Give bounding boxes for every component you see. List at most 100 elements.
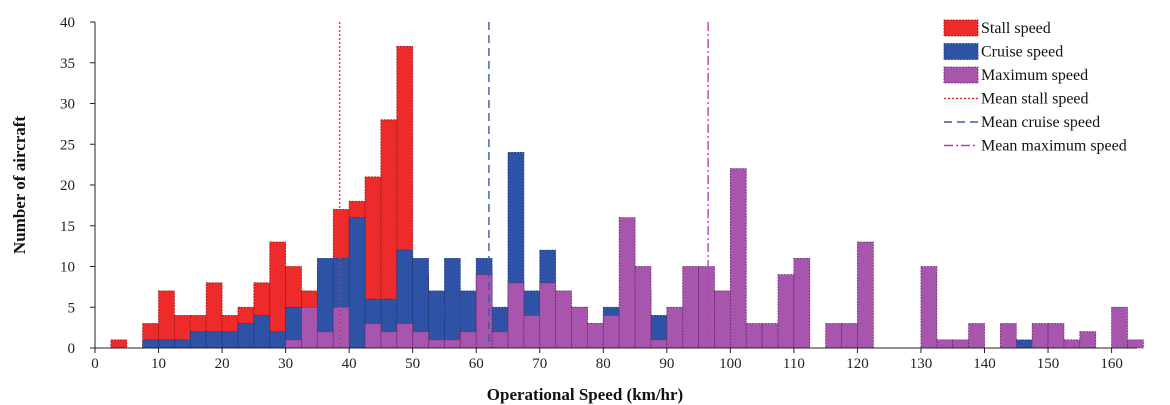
x-tick-label: 140 xyxy=(973,356,996,372)
legend-label: Stall speed xyxy=(981,20,1051,37)
bar-maximum-speed xyxy=(301,306,318,349)
bar-maximum-speed xyxy=(1000,323,1017,349)
bar-maximum-speed xyxy=(475,274,493,349)
bar-maximum-speed xyxy=(587,323,604,349)
legend-label: Maximum speed xyxy=(981,67,1088,84)
bar-maximum-speed xyxy=(841,323,858,349)
bar-maximum-speed xyxy=(412,331,429,349)
x-tick-label: 40 xyxy=(342,356,357,372)
bar-maximum-speed xyxy=(1127,339,1144,349)
bar-maximum-speed xyxy=(666,306,684,349)
bar-cruise-speed xyxy=(142,339,159,349)
legend-label: Mean maximum speed xyxy=(981,138,1127,155)
legend: Stall speed Cruise speed Maximum speed Mean… xyxy=(943,19,1127,155)
bar-maximum-speed xyxy=(936,339,954,349)
legend-swatch xyxy=(943,66,979,84)
legend-swatch xyxy=(943,43,979,60)
bar-cruise-speed xyxy=(158,339,175,349)
bar-maximum-speed xyxy=(920,266,938,349)
x-tick-label: 50 xyxy=(405,356,420,372)
y-tick-label: 25 xyxy=(60,137,75,153)
bar-cruise-speed xyxy=(269,331,287,349)
legend-label: Mean cruise speed xyxy=(981,114,1100,131)
x-tick-label: 100 xyxy=(719,356,742,372)
bar-maximum-speed xyxy=(1031,323,1049,349)
bar-maximum-speed xyxy=(523,314,541,349)
bar-maximum-speed xyxy=(507,282,525,349)
bar-stall-speed xyxy=(158,290,175,349)
bar-maximum-speed xyxy=(539,282,557,349)
bar-maximum-speed xyxy=(1063,339,1081,349)
bar-maximum-speed xyxy=(650,339,668,349)
bar-maximum-speed xyxy=(793,257,811,349)
legend-label: Cruise speed xyxy=(981,44,1063,61)
bar-cruise-speed xyxy=(237,323,255,349)
x-tick-label: 0 xyxy=(91,356,99,372)
y-tick-label: 40 xyxy=(60,15,75,31)
bar-cruise-speed xyxy=(444,257,461,349)
x-tick-label: 60 xyxy=(469,356,484,372)
mean-lines xyxy=(338,22,709,348)
legend-label: Mean stall speed xyxy=(981,91,1089,108)
x-tick-label: 80 xyxy=(596,356,611,372)
x-tick-label: 160 xyxy=(1100,356,1123,372)
bar-maximum-speed xyxy=(380,331,398,349)
x-tick-label: 130 xyxy=(910,356,933,372)
bar-maximum-speed xyxy=(459,331,477,349)
y-tick-label: 20 xyxy=(60,178,75,194)
bar-maximum-speed xyxy=(777,274,795,349)
y-axis-title: Number of aircraft xyxy=(10,116,29,255)
bar-cruise-speed xyxy=(428,290,445,349)
bar-maximum-speed xyxy=(1079,331,1097,349)
bar-maximum-speed xyxy=(729,168,747,349)
bar-maximum-speed xyxy=(285,339,302,349)
x-axis-title: Operational Speed (km/hr) xyxy=(487,385,683,404)
x-tick-label: 10 xyxy=(151,356,166,372)
bar-maximum-speed xyxy=(825,323,842,349)
bar-cruise-speed xyxy=(1015,339,1033,349)
bar-maximum-speed xyxy=(555,290,572,349)
bar-cruise-speed xyxy=(253,314,271,349)
bar-maximum-speed xyxy=(571,306,588,349)
bar-maximum-speed xyxy=(761,323,779,349)
bar-cruise-speed xyxy=(174,339,191,349)
bar-maximum-speed xyxy=(1111,306,1128,349)
bar-cruise-speed xyxy=(221,331,239,349)
x-tick-label: 90 xyxy=(659,356,674,372)
axes: 0 10 20 30 40 50 60 70 80 90 100 110 120 130 140 150 160… xyxy=(60,15,1137,372)
histogram-bars xyxy=(110,46,1144,349)
bar-maximum-speed xyxy=(857,241,874,349)
bar-cruise-speed xyxy=(205,331,223,349)
bar-maximum-speed xyxy=(491,331,509,349)
bar-maximum-speed xyxy=(682,266,699,349)
y-tick-label: 0 xyxy=(68,341,76,357)
bar-maximum-speed xyxy=(618,217,636,349)
bar-cruise-speed xyxy=(189,331,207,349)
bar-maximum-speed xyxy=(745,323,763,349)
bar-maximum-speed xyxy=(316,331,334,349)
bar-maximum-speed xyxy=(952,339,970,349)
bar-maximum-speed xyxy=(968,323,985,349)
y-tick-label: 30 xyxy=(60,97,75,113)
y-tick-label: 10 xyxy=(60,260,75,276)
legend-swatch xyxy=(943,19,979,37)
bar-maximum-speed xyxy=(634,266,652,349)
x-tick-label: 70 xyxy=(532,356,547,372)
bar-maximum-speed xyxy=(396,323,414,349)
x-tick-label: 120 xyxy=(846,356,869,372)
y-tick-label: 5 xyxy=(68,300,76,316)
bar-maximum-speed xyxy=(332,306,350,349)
bar-maximum-speed xyxy=(698,266,715,349)
bar-cruise-speed xyxy=(348,217,366,349)
y-tick-label: 35 xyxy=(60,56,75,72)
bar-stall-speed xyxy=(110,339,128,349)
x-tick-label: 110 xyxy=(783,356,805,372)
bar-maximum-speed xyxy=(714,290,731,349)
x-tick-label: 20 xyxy=(215,356,230,372)
x-tick-label: 150 xyxy=(1037,356,1060,372)
bar-maximum-speed xyxy=(602,314,620,349)
bar-maximum-speed xyxy=(1047,323,1065,349)
bar-maximum-speed xyxy=(428,339,445,349)
bar-maximum-speed xyxy=(444,339,461,349)
